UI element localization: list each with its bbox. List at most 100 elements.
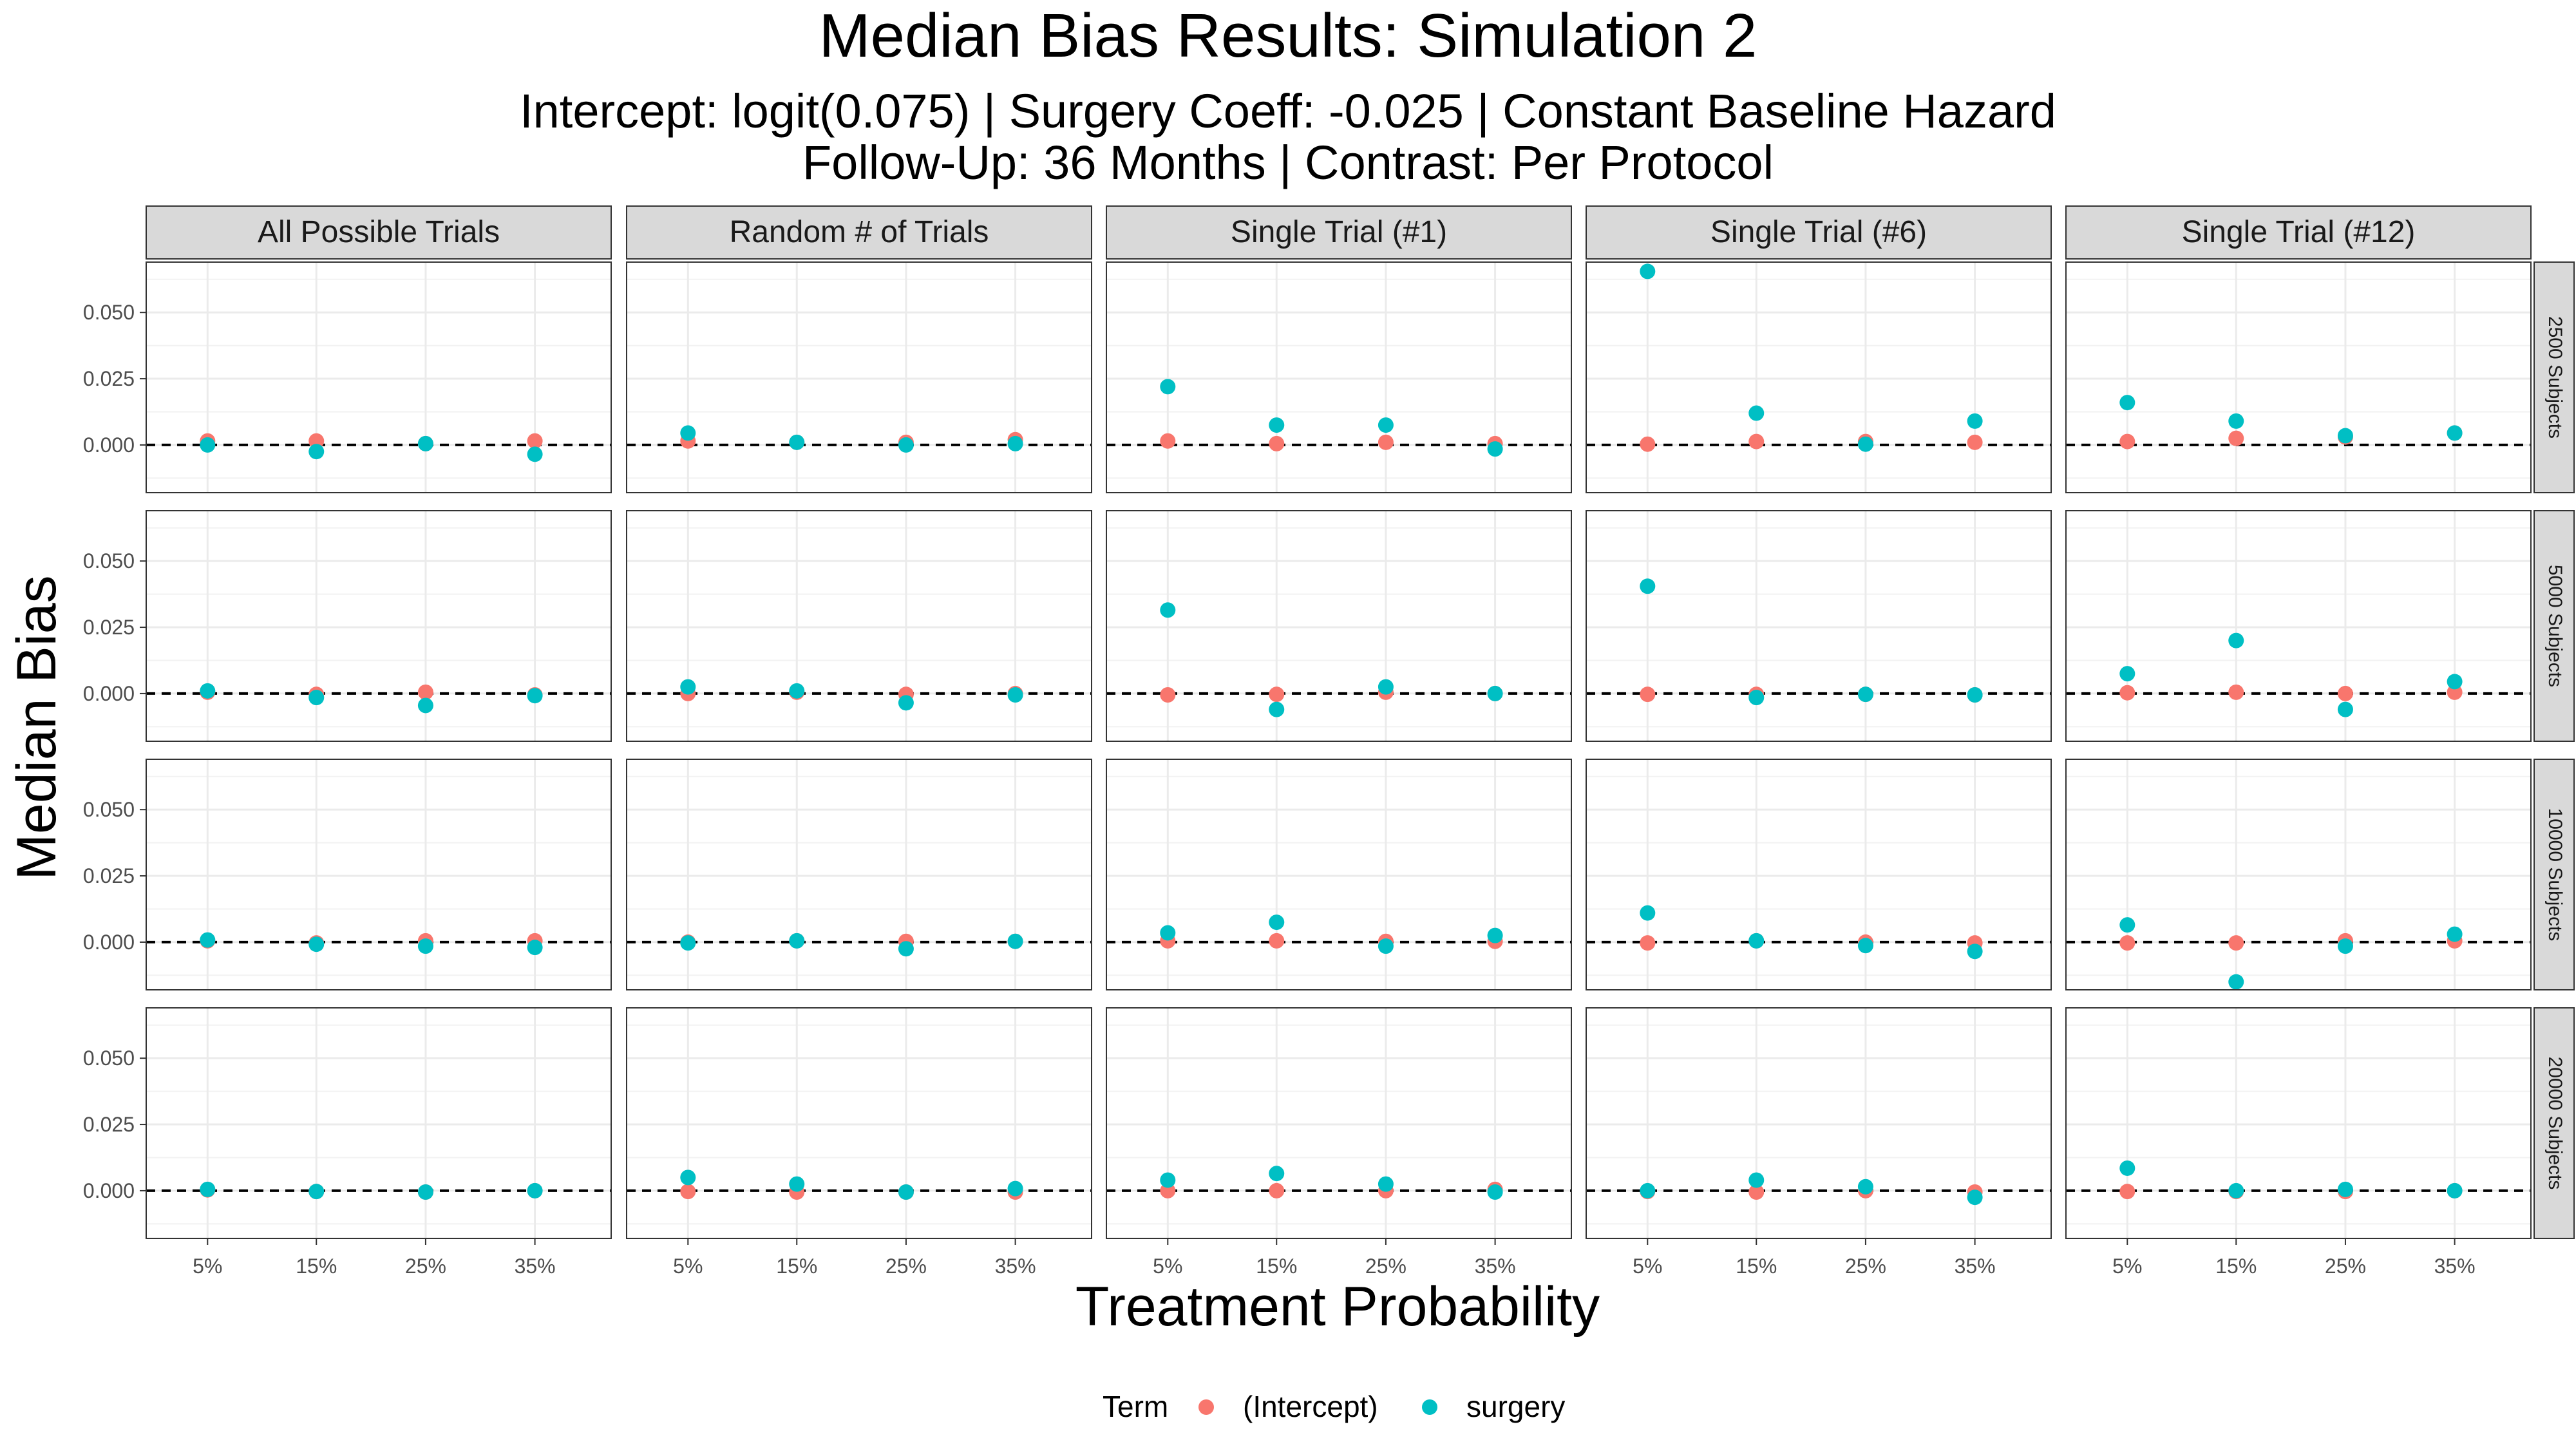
x-tick-label: 25%: [405, 1255, 446, 1278]
x-tick-label: 15%: [776, 1255, 817, 1278]
panel-background: [2066, 511, 2531, 741]
data-point-surgery: [1007, 687, 1023, 703]
panel-border: [146, 510, 612, 742]
data-point-surgery: [2119, 917, 2136, 933]
panel-background: [1106, 511, 1571, 741]
data-point-surgery: [200, 1181, 216, 1197]
facet-strip-background: [626, 205, 1092, 260]
y-tick-label: 0.050: [83, 549, 135, 573]
facet-strip-random-of-trials: Random # of Trials: [626, 205, 1092, 260]
data-point-surgery: [2228, 1182, 2244, 1198]
x-tick-label: 5%: [2112, 1255, 2142, 1278]
data-point-surgery: [200, 932, 216, 948]
panel-single-trial-1-20000-subjects: [1106, 1007, 1572, 1239]
data-point-intercept: [1160, 433, 1176, 449]
panel-random-of-trials-5000-subjects: [626, 510, 1092, 742]
facet-row-strip-label: 20000 Subjects: [2544, 1057, 2566, 1190]
x-tick-label: 15%: [2215, 1255, 2257, 1278]
data-point-surgery: [1269, 914, 1285, 931]
y-tick-label: 0.050: [83, 798, 135, 821]
panel-single-trial-12-5000-subjects: [2065, 510, 2532, 742]
data-point-surgery: [1640, 905, 1656, 921]
panel-single-trial-1-5000-subjects: [1106, 510, 1572, 742]
data-point-surgery: [898, 695, 914, 711]
data-point-surgery: [1269, 417, 1285, 433]
data-point-intercept: [417, 684, 433, 700]
data-point-intercept: [1748, 1184, 1765, 1200]
data-point-surgery: [527, 446, 543, 462]
x-axis-title: Treatment Probability: [1075, 1276, 1600, 1338]
facet-row-strip-background: [2533, 1007, 2575, 1239]
data-point-surgery: [1269, 701, 1285, 717]
facet-strip-single-trial-1: Single Trial (#1): [1106, 205, 1572, 260]
x-tick-label: 5%: [673, 1255, 703, 1278]
data-point-intercept: [2119, 1184, 2136, 1200]
data-point-intercept: [308, 433, 325, 449]
data-point-surgery: [1857, 938, 1873, 954]
data-point-surgery: [1160, 602, 1176, 618]
facet-row-strip-label: 10000 Subjects: [2544, 808, 2566, 942]
data-point-intercept: [1160, 687, 1176, 703]
facet-row-strip-label: 5000 Subjects: [2544, 565, 2566, 687]
panel-border: [626, 261, 1092, 493]
panel-background: [2066, 262, 2531, 493]
data-point-surgery: [200, 683, 216, 699]
legend-key-intercept: [1198, 1399, 1214, 1415]
legend: Term (Intercept) surgery: [1103, 1390, 1565, 1423]
panel-background: [627, 759, 1092, 990]
data-point-intercept: [2119, 433, 2136, 450]
data-point-surgery: [1640, 578, 1656, 594]
panel-border: [2065, 1007, 2532, 1239]
legend-label-intercept: (Intercept): [1243, 1390, 1378, 1423]
y-axis-title: Median Bias: [6, 575, 68, 880]
data-point-surgery: [1160, 379, 1176, 395]
panel-border: [1586, 261, 2052, 493]
data-point-surgery: [789, 933, 805, 949]
facet-row-strip-background: [2533, 261, 2575, 493]
x-tick-label: 35%: [2434, 1255, 2476, 1278]
panel-border: [626, 510, 1092, 742]
facet-grid: All Possible Trials Random # of Trials Sin…: [83, 205, 2575, 1278]
legend-label-surgery: surgery: [1466, 1390, 1565, 1423]
data-point-surgery: [789, 434, 805, 450]
x-tick-label: 5%: [1153, 1255, 1182, 1278]
data-point-surgery: [1967, 413, 1983, 429]
data-point-surgery: [308, 444, 325, 460]
data-point-surgery: [1378, 417, 1394, 433]
data-point-surgery: [1857, 687, 1873, 703]
data-point-intercept: [1640, 935, 1656, 951]
data-point-intercept: [2119, 685, 2136, 701]
data-point-surgery: [1967, 687, 1983, 703]
panel-background: [1106, 759, 1571, 990]
y-tick-label: 0.050: [83, 301, 135, 324]
data-point-surgery: [898, 437, 914, 453]
x-tick-label: 25%: [2325, 1255, 2366, 1278]
panel-border: [146, 1007, 612, 1239]
data-point-surgery: [2337, 1181, 2353, 1197]
panel-border: [146, 261, 612, 493]
panel-background: [627, 262, 1092, 493]
data-point-surgery: [1007, 933, 1023, 949]
data-point-surgery: [789, 1176, 805, 1192]
panel-border: [626, 1007, 1092, 1239]
data-point-surgery: [417, 697, 433, 714]
data-point-surgery: [2228, 974, 2244, 990]
facet-strip-label: Single Trial (#12): [2182, 215, 2416, 249]
data-point-surgery: [898, 941, 914, 957]
facet-strip-label: Single Trial (#6): [1710, 215, 1927, 249]
panel-background: [1106, 1008, 1571, 1238]
data-point-intercept: [1378, 434, 1394, 450]
data-point-surgery: [1487, 927, 1503, 943]
facet-row-strip-label: 2500 Subjects: [2544, 316, 2566, 439]
panel-single-trial-6-2500-subjects: [1586, 261, 2052, 493]
x-tick-label: 15%: [1256, 1255, 1297, 1278]
data-point-surgery: [2228, 413, 2244, 429]
x-tick-label: 35%: [995, 1255, 1036, 1278]
data-point-surgery: [1160, 1172, 1176, 1188]
data-point-surgery: [1967, 943, 1983, 960]
panel-border: [1106, 261, 1572, 493]
facet-strip-background: [1106, 205, 1572, 260]
data-point-surgery: [1640, 1182, 1656, 1198]
facet-strip-single-trial-12: Single Trial (#12): [2065, 205, 2532, 260]
